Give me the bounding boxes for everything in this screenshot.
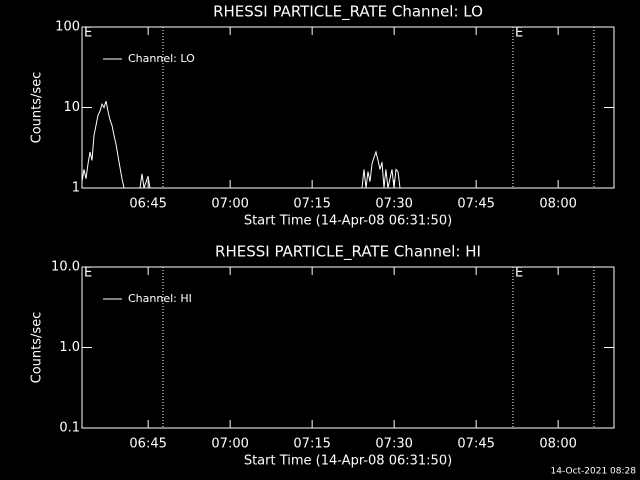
x-tick-label: 07:30 [375, 437, 412, 452]
y-tick-label: 100 [55, 20, 80, 35]
x-tick-label: 08:00 [539, 437, 576, 452]
annotation: E [84, 26, 92, 41]
x-tick-label: 07:15 [293, 437, 330, 452]
y-axis-label: Counts/sec [30, 72, 45, 144]
annotation: E [515, 26, 523, 41]
y-axis-label: Counts/sec [30, 312, 45, 384]
x-tick-label: 07:00 [211, 197, 248, 212]
x-tick-label: 07:00 [211, 437, 248, 452]
x-tick-label: 07:30 [375, 197, 412, 212]
x-tick-label: 07:45 [457, 437, 494, 452]
x-axis-label: Start Time (14-Apr-08 06:31:50) [244, 454, 452, 469]
x-axis-label: Start Time (14-Apr-08 06:31:50) [244, 214, 452, 229]
y-tick-label: 0.1 [59, 421, 80, 436]
legend-label: Channel: HI [128, 292, 192, 305]
y-tick-label: 10.0 [51, 260, 80, 275]
annotation: E [84, 266, 92, 281]
x-tick-label: 08:00 [539, 197, 576, 212]
x-tick-label: 06:45 [129, 197, 166, 212]
y-tick-label: 1 [72, 181, 80, 196]
legend-label: Channel: LO [128, 52, 195, 65]
y-tick-label: 1.0 [59, 340, 80, 355]
chart-title: RHESSI PARTICLE_RATE Channel: HI [215, 243, 481, 262]
footer: 14-Oct-2021 08:28 [551, 467, 637, 477]
y-tick-label: 10 [63, 100, 80, 115]
x-tick-label: 06:45 [129, 437, 166, 452]
data-line [81, 100, 401, 189]
chart-title: RHESSI PARTICLE_RATE Channel: LO [213, 3, 483, 22]
x-tick-label: 07:15 [293, 197, 330, 212]
annotation: E [515, 266, 523, 281]
x-tick-label: 07:45 [457, 197, 494, 212]
